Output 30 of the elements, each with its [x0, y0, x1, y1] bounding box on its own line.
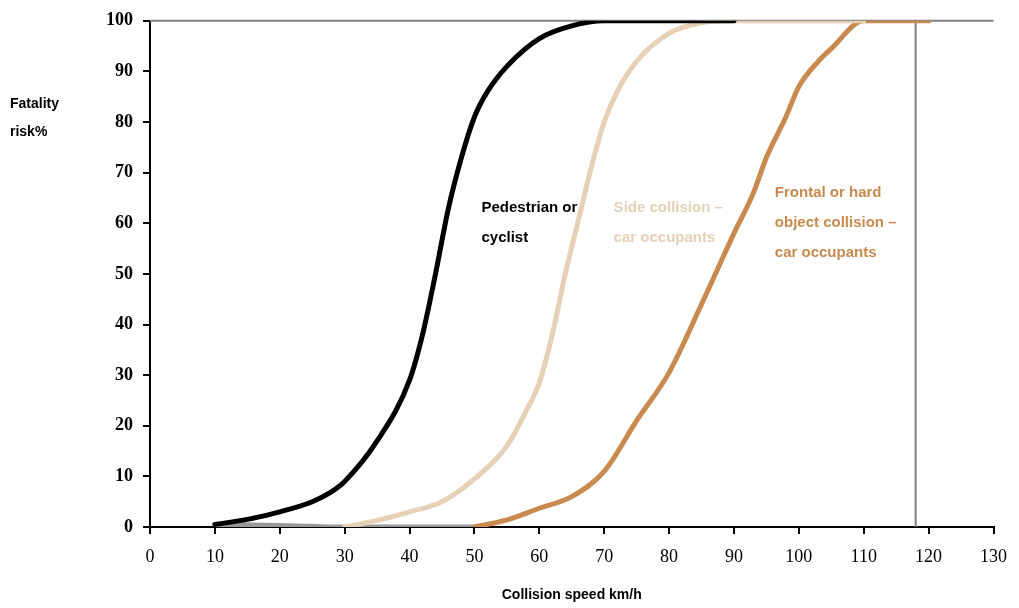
x-tick-label: 70 [595, 545, 614, 566]
y-axis-title: Fatality risk% [10, 94, 60, 139]
series-label: Pedestrian or cyclist [481, 198, 578, 246]
x-tick-label: 110 [850, 545, 877, 566]
y-tick-label: 80 [115, 110, 133, 131]
x-tick-label: 120 [915, 545, 943, 566]
y-tick-label: 60 [115, 211, 133, 232]
x-tick-label: 50 [465, 545, 484, 566]
y-tick-label: 70 [115, 161, 133, 182]
x-tick-label: 10 [205, 545, 224, 566]
y-tick-label: 90 [115, 60, 133, 81]
x-tick-label: 80 [660, 545, 679, 566]
x-tick-label: 100 [785, 545, 813, 566]
y-tick-label: 30 [115, 363, 133, 384]
x-tick-label: 30 [335, 545, 354, 566]
y-tick-label: 40 [115, 313, 133, 334]
x-axis-title: Collision speed km/h [501, 585, 642, 602]
x-tick-label: 20 [270, 545, 289, 566]
x-tick-label: 60 [530, 545, 549, 566]
series-label: Side collision – car occupants [613, 198, 723, 246]
y-tick-label: 50 [115, 262, 133, 283]
y-tick-label: 20 [115, 414, 133, 435]
y-tick-label: 0 [124, 515, 133, 536]
x-tick-label: 130 [980, 545, 1007, 566]
y-tick-label: 10 [115, 465, 133, 486]
y-tick-label: 100 [106, 9, 133, 30]
x-tick-label: 90 [724, 545, 743, 566]
series-label: Frontal or hard object collision – car occupants [774, 183, 897, 261]
x-tick-label: 0 [145, 545, 155, 566]
x-tick-label: 40 [400, 545, 419, 566]
